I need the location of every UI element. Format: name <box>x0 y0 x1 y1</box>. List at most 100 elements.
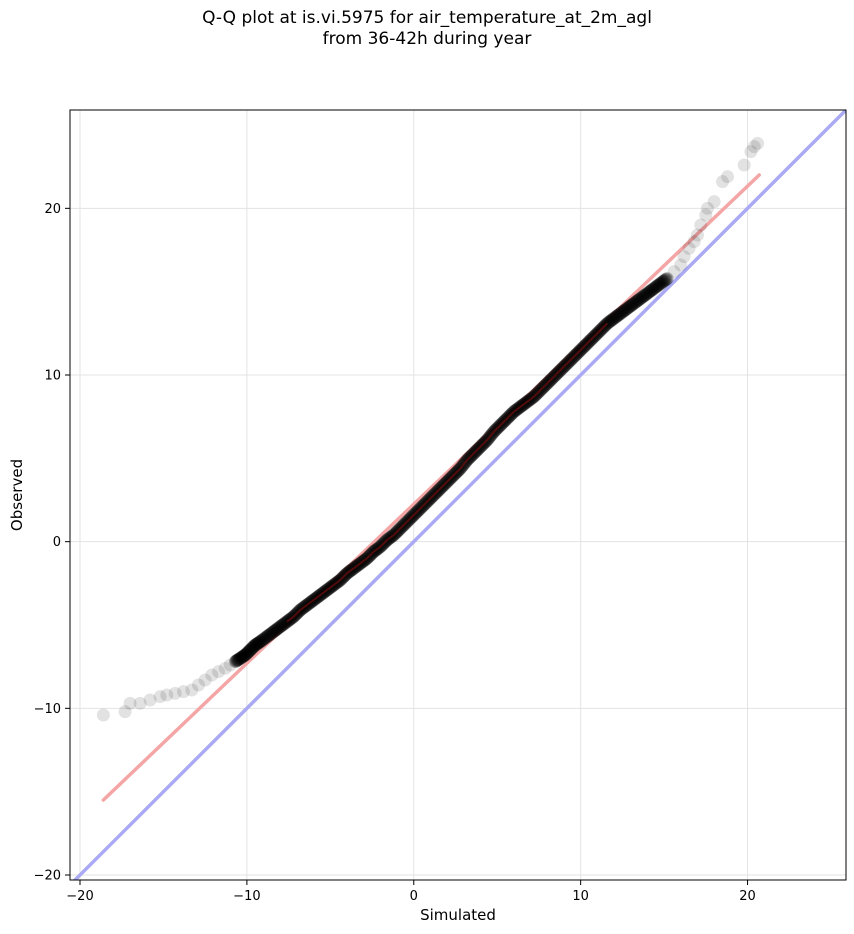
quantile-point <box>626 297 640 311</box>
quantile-point <box>263 627 277 641</box>
quantile-point <box>235 650 249 664</box>
quantile-point <box>640 287 654 301</box>
quantile-point <box>262 628 276 642</box>
quantile-point <box>610 309 624 323</box>
quantile-point <box>238 648 252 662</box>
quantile-point <box>659 272 673 286</box>
quantile-point <box>255 634 269 648</box>
quantile-point <box>605 313 619 327</box>
quantile-point <box>624 299 638 313</box>
quantile-point <box>747 140 761 154</box>
quantile-point <box>257 632 271 646</box>
quantile-point <box>667 265 681 279</box>
quantile-point <box>253 635 267 649</box>
grid <box>70 110 846 880</box>
quantile-point <box>239 647 253 661</box>
y-axis-label: Observed <box>8 459 26 531</box>
quantile-point <box>257 632 271 646</box>
quantile-point <box>637 289 651 303</box>
quantile-point <box>737 158 751 172</box>
quantile-point <box>617 304 631 318</box>
quantile-point <box>268 624 282 638</box>
x-axis-label: Simulated <box>420 906 496 924</box>
quantile-point <box>642 285 656 299</box>
quantile-point <box>229 654 243 668</box>
quantile-point <box>241 645 255 659</box>
quantile-point <box>259 630 273 644</box>
quantile-point <box>646 282 660 296</box>
quantile-point <box>634 291 648 305</box>
quantile-point <box>618 303 632 317</box>
quantile-point <box>245 641 259 655</box>
quantile-point <box>651 279 665 293</box>
quantile-point <box>239 647 253 661</box>
quantile-point <box>273 620 287 634</box>
quantile-point <box>650 279 664 293</box>
quantile-point <box>265 626 279 640</box>
quantile-point <box>721 170 735 184</box>
quantile-point <box>614 306 628 320</box>
quantile-point <box>243 643 257 657</box>
quantile-point <box>244 643 258 657</box>
quantile-point <box>247 639 261 653</box>
quantile-point <box>230 654 244 668</box>
quantile-point <box>242 644 256 658</box>
quantile-point <box>275 618 289 632</box>
quantile-point <box>628 296 642 310</box>
quantile-point <box>244 642 258 656</box>
quantile-point <box>241 646 255 660</box>
y-tick-label: −20 <box>34 869 61 884</box>
quantile-point <box>240 646 254 660</box>
quantile-point <box>657 274 671 288</box>
quantile-point <box>650 279 664 293</box>
quantile-point <box>613 307 627 321</box>
quantile-point <box>234 651 248 665</box>
quantile-point <box>623 299 637 313</box>
quantile-point <box>659 272 673 286</box>
quantile-point <box>648 281 662 295</box>
quantile-point <box>637 289 651 303</box>
quantile-point <box>625 298 639 312</box>
chart-title-block: Q-Q plot at is.vi.5975 for air_temperatu… <box>0 8 854 50</box>
quantile-point <box>616 304 630 318</box>
quantile-point <box>656 274 670 288</box>
quantile-point <box>635 291 649 305</box>
quantile-point <box>608 311 622 325</box>
quantile-point <box>229 654 243 668</box>
quantile-point <box>255 633 269 647</box>
quantile-point <box>631 294 645 308</box>
quantile-point <box>634 291 648 305</box>
quantile-point <box>168 686 182 700</box>
quantile-point <box>123 696 137 710</box>
quantile-point <box>272 621 286 635</box>
quantile-point <box>624 298 638 312</box>
quantile-point <box>251 636 265 650</box>
quantile-point <box>254 634 268 648</box>
quantile-point <box>619 302 633 316</box>
quantile-point <box>267 625 281 639</box>
quantile-point <box>270 622 284 636</box>
quantile-point <box>273 620 287 634</box>
quantile-point <box>231 653 245 667</box>
quantile-point <box>205 668 219 682</box>
quantile-point <box>198 673 212 687</box>
quantile-point <box>256 632 270 646</box>
quantile-point <box>262 628 276 642</box>
quantile-point <box>260 630 274 644</box>
quantile-point <box>269 623 283 637</box>
quantile-point <box>212 665 226 679</box>
quantile-point <box>249 637 263 651</box>
quantile-point <box>636 289 650 303</box>
quantile-point <box>611 309 625 323</box>
quantile-point <box>638 288 652 302</box>
quantile-point <box>660 271 674 285</box>
quantile-point <box>639 287 653 301</box>
quantile-point <box>246 640 260 654</box>
quantile-point <box>632 292 646 306</box>
quantile-point <box>238 648 252 662</box>
quantile-point <box>276 618 290 632</box>
quantile-point <box>264 627 278 641</box>
quantile-point <box>694 218 708 232</box>
quantile-point <box>655 275 669 289</box>
quantile-point <box>143 693 157 707</box>
